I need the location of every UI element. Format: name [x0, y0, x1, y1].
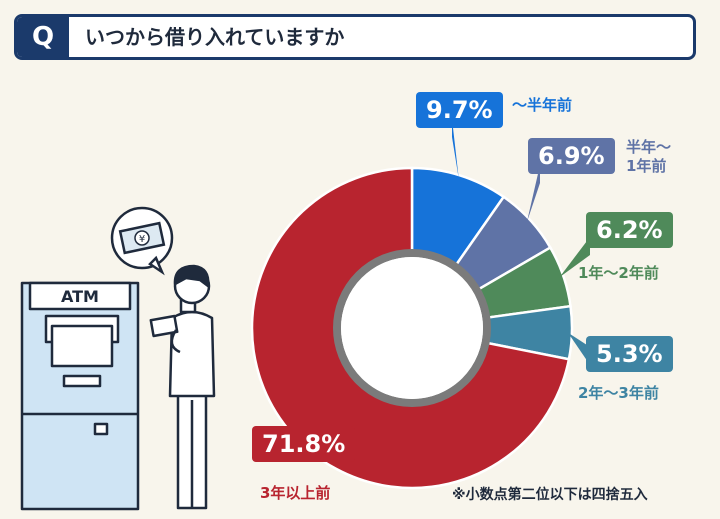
atm-keypad [93, 422, 109, 436]
question-text: いつから借り入れていますか [85, 25, 345, 49]
category-label-3: 1年〜2年前 [578, 264, 659, 282]
category-label-5: 3年以上前 [260, 484, 331, 502]
callout-pointer-4 [567, 332, 590, 365]
value-label-5: 71.8% [252, 426, 356, 462]
value-label-1: 9.7% [416, 92, 503, 128]
atm-card-slot [62, 374, 102, 388]
category-label-4: 2年〜3年前 [578, 384, 659, 402]
value-label-3: 6.2% [586, 212, 673, 248]
callout-pointer-3 [559, 237, 590, 278]
question-bar: Q いつから借り入れていますか [14, 14, 696, 60]
value-label-2: 6.9% [528, 138, 615, 174]
callout-pointer-1 [452, 119, 459, 180]
person-hair [173, 264, 210, 288]
callout-pointers [452, 119, 590, 365]
atm-sign-board [28, 281, 132, 311]
q-badge: Q [17, 17, 69, 57]
person-illustration [149, 264, 216, 510]
atm-illustration: ATM [20, 281, 140, 511]
atm-screen [50, 324, 114, 368]
category-label-2: 半年〜 1年前 [626, 138, 672, 175]
person-torso [168, 310, 216, 398]
rounding-footnote: ※小数点第二位以下は四捨五入 [452, 487, 648, 503]
category-label-1: 〜半年前 [512, 96, 573, 114]
atm-label: ATM [61, 287, 99, 306]
donut-hole [341, 257, 483, 399]
value-label-4: 5.3% [586, 336, 673, 372]
atm-card-icon [149, 314, 179, 338]
donut-inner-ring [333, 249, 491, 407]
callout-pointer-2 [526, 165, 540, 223]
yen-symbol: ¥ [139, 234, 145, 245]
speech-bubble: ¥ [110, 206, 174, 276]
